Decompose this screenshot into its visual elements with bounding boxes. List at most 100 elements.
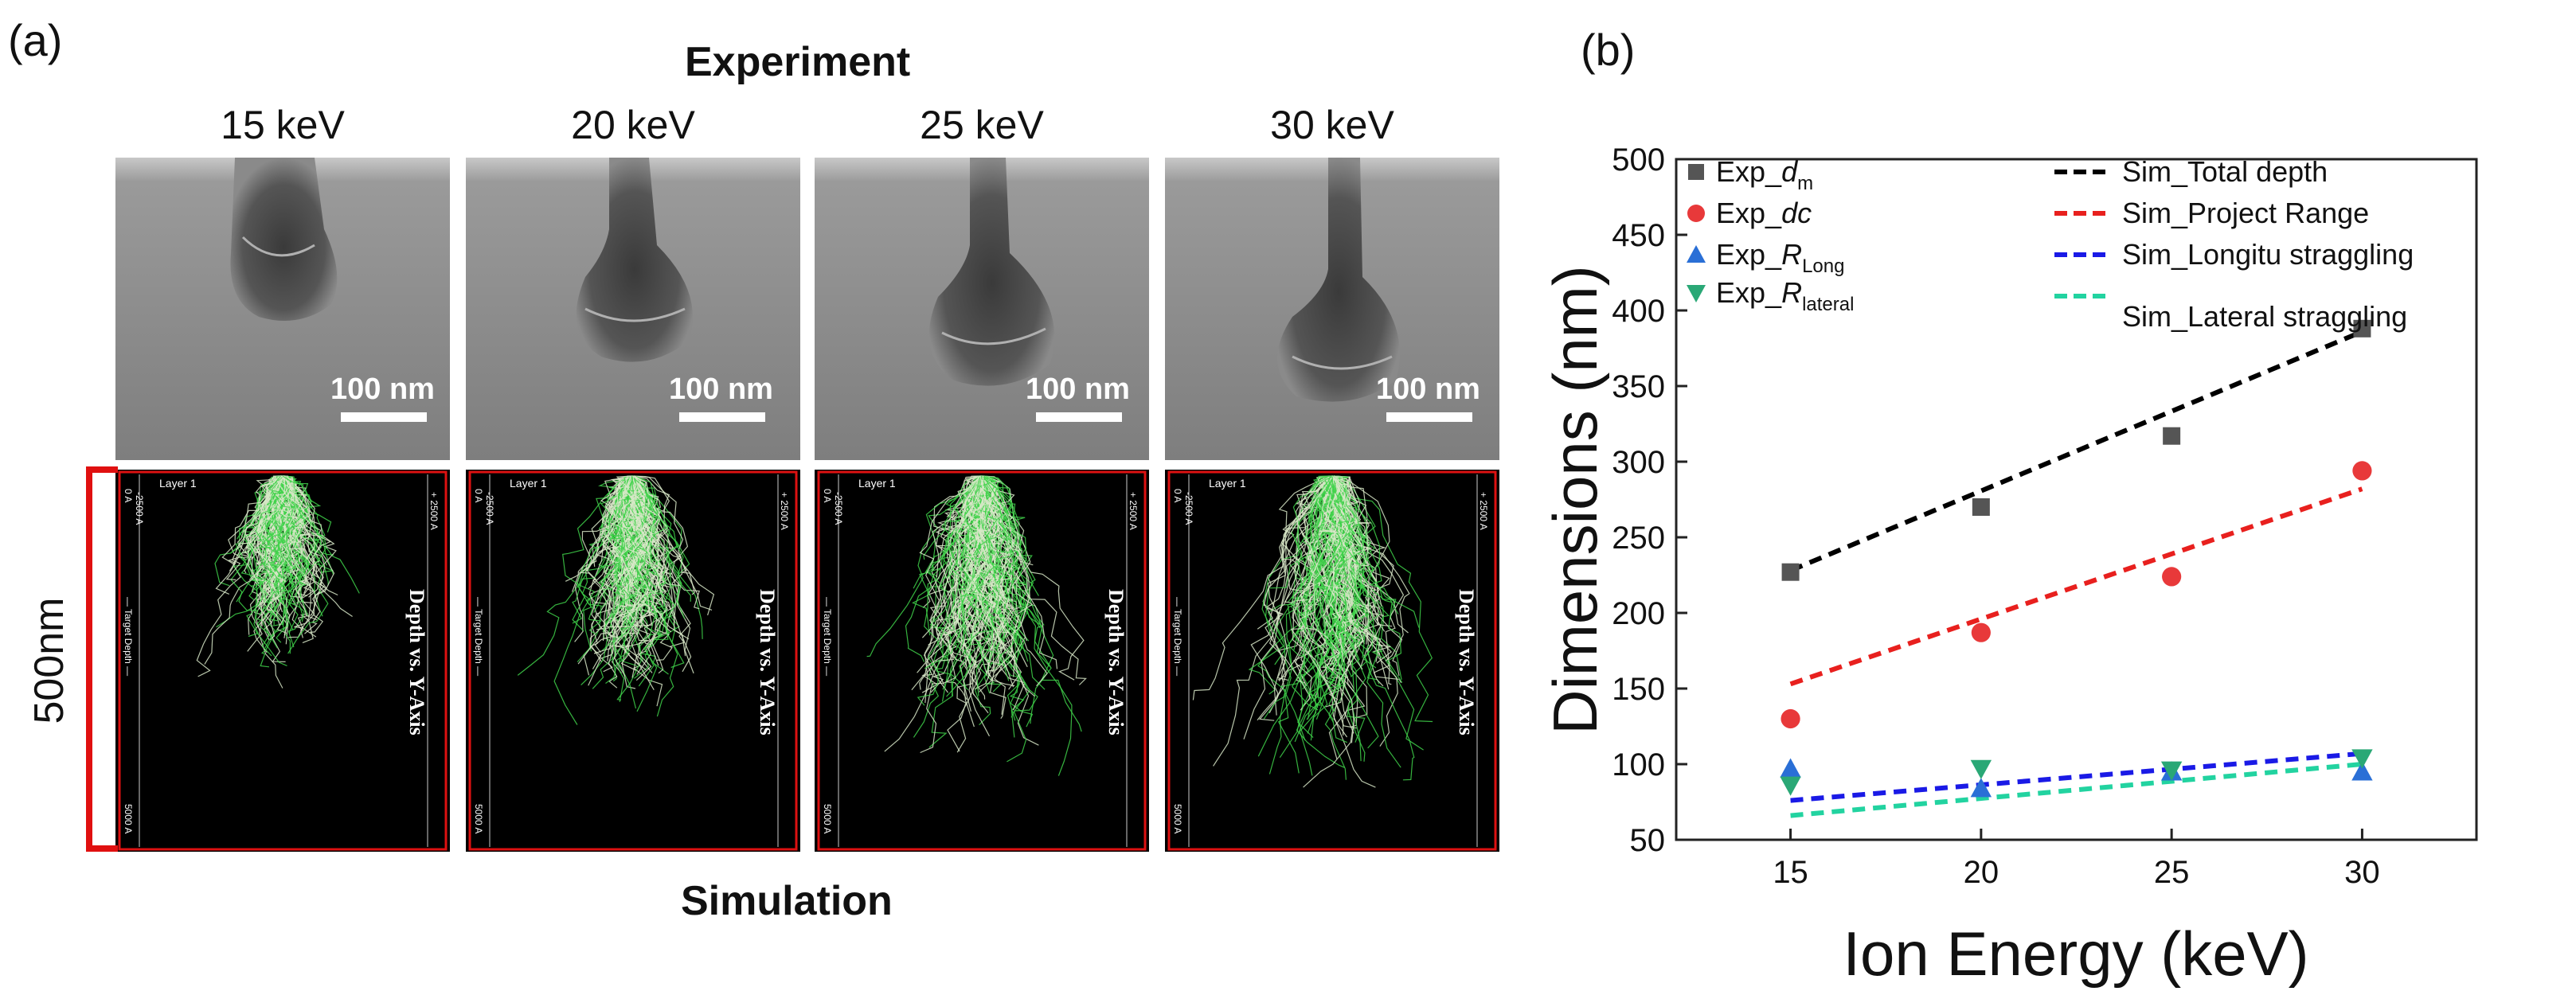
scale-label-20: 100 nm (669, 373, 773, 406)
sim-image-15kev: Layer 1 -2500 A + 2500 A 0 A 5000 A — Target … (115, 470, 450, 852)
sem-image-30kev: 100 nm (1165, 158, 1499, 460)
svg-text:+ 2500 A: + 2500 A (1478, 492, 1489, 530)
legend-label-sim-2: Sim_Longitu straggling (2122, 238, 2414, 271)
svg-text:-2500 A: -2500 A (484, 492, 495, 525)
svg-text:Depth vs. Y-Axis: Depth vs. Y-Axis (756, 589, 779, 736)
sem-image-20kev: 100 nm (466, 158, 800, 460)
y-tick-label: 200 (1612, 596, 1665, 631)
energy-label-20: 20 keV (571, 103, 695, 147)
svg-text:5000 A: 5000 A (123, 804, 134, 833)
scale-label-15: 100 nm (330, 373, 435, 406)
sim-line-sim-project-range (1789, 486, 2363, 687)
svg-text:Layer 1: Layer 1 (510, 477, 547, 490)
legend-label-exp-2: Exp_RLong (1716, 238, 1844, 277)
svg-text:-2500 A: -2500 A (833, 492, 844, 525)
data-point-series-1 (2352, 461, 2372, 481)
svg-text:+ 2500 A: + 2500 A (428, 492, 440, 530)
svg-text:Depth vs. Y-Axis: Depth vs. Y-Axis (1455, 589, 1478, 736)
scale-bar-15 (341, 412, 427, 422)
scale-label-30: 100 nm (1376, 373, 1480, 406)
sem-image-25kev: 100 nm (815, 158, 1149, 460)
legend-label-exp-1: Exp_dc (1716, 197, 1812, 229)
svg-text:5000 A: 5000 A (473, 804, 484, 833)
x-tick-label: 20 (1964, 855, 1999, 890)
sim-image-25kev: Layer 1 -2500 A + 2500 A 0 A 5000 A — Target … (815, 470, 1149, 852)
side-scale-bar (86, 470, 92, 849)
y-tick-label: 150 (1612, 672, 1665, 707)
y-axis-title: Dimensions (nm) (1540, 265, 1610, 734)
experiment-heading: Experiment (685, 39, 911, 85)
svg-text:Layer 1: Layer 1 (858, 477, 896, 490)
svg-text:-2500 A: -2500 A (1183, 492, 1194, 525)
svg-text:Depth vs. Y-Axis: Depth vs. Y-Axis (405, 589, 428, 736)
sem-image-15kev: 100 nm (115, 158, 450, 460)
data-point-series-0 (1781, 563, 1800, 581)
y-tick-label: 500 (1612, 142, 1665, 178)
scale-bar-30 (1386, 412, 1472, 422)
svg-text:— Target Depth —: — Target Depth — (1172, 597, 1183, 676)
svg-text:+ 2500 A: + 2500 A (1128, 492, 1139, 530)
legend-marker-0 (1688, 164, 1704, 180)
sim-line-sim-lateral-straggling (1790, 762, 2363, 818)
data-point-series-1 (1781, 708, 1800, 729)
sim-line-sim-total-depth (1789, 329, 2363, 573)
svg-text:5000 A: 5000 A (822, 804, 833, 833)
svg-text:-2500 A: -2500 A (134, 492, 145, 525)
legend-label-sim-0: Sim_Total depth (2122, 155, 2328, 188)
data-point-series-1 (2162, 567, 2182, 587)
scale-bar-20 (679, 412, 765, 422)
svg-text:— Target Depth —: — Target Depth — (822, 597, 833, 676)
chart-panel-b: 50 100 150 200 250 300 350 400 450 500 15 20 25 30 D… (1540, 142, 2478, 989)
x-tick-label: 25 (2154, 855, 2190, 890)
svg-text:0 A: 0 A (1172, 489, 1183, 502)
data-point-series-3 (1780, 776, 1801, 796)
x-tick-label: 15 (1773, 855, 1808, 890)
energy-label-25: 25 keV (920, 103, 1044, 147)
svg-text:0 A: 0 A (822, 489, 833, 502)
svg-text:— Target Depth —: — Target Depth — (473, 597, 484, 676)
x-tick-label: 30 (2344, 855, 2380, 890)
svg-text:5000 A: 5000 A (1172, 804, 1183, 833)
svg-text:0 A: 0 A (473, 489, 484, 502)
y-tick-label: 400 (1612, 294, 1665, 329)
panel-b-label: (b) (1581, 25, 1636, 75)
svg-text:Depth vs. Y-Axis: Depth vs. Y-Axis (1104, 589, 1128, 736)
y-tick-label: 350 (1612, 369, 1665, 404)
energy-label-15: 15 keV (221, 103, 345, 147)
data-point-series-3 (2351, 749, 2373, 769)
legend-label-exp-3: Exp_Rlateral (1716, 276, 1854, 315)
legend-label-sim-3: Sim_Lateral straggling (2122, 300, 2407, 333)
data-point-series-1 (1971, 622, 1991, 642)
legend-label-exp-0: Exp_dm (1716, 155, 1813, 194)
panel-a-label: (a) (8, 15, 63, 65)
side-scale-label: 500nm (26, 597, 72, 724)
data-point-series-2 (1970, 778, 1992, 798)
svg-text:+ 2500 A: + 2500 A (779, 492, 790, 530)
data-point-series-0 (1972, 498, 1990, 516)
data-point-series-0 (2353, 319, 2371, 338)
legend-label-sim-1: Sim_Project Range (2122, 197, 2369, 229)
data-point-series-3 (2160, 761, 2183, 781)
y-tick-label: 450 (1612, 218, 1665, 253)
svg-text:Layer 1: Layer 1 (1209, 477, 1246, 490)
data-point-series-2 (2351, 761, 2373, 781)
side-scale-cap-bottom (86, 845, 118, 852)
y-tick-label: 250 (1612, 521, 1665, 556)
side-scale-cap-top (86, 466, 118, 473)
scale-label-25: 100 nm (1026, 373, 1130, 406)
legend-marker-1 (1687, 205, 1705, 222)
sim-image-20kev: Layer 1 -2500 A + 2500 A 0 A 5000 A — Target … (466, 470, 800, 852)
data-point-series-2 (1780, 758, 1801, 778)
plot-frame (1675, 158, 2478, 841)
energy-label-30: 30 keV (1270, 103, 1394, 147)
data-point-series-0 (2163, 427, 2181, 445)
simulation-heading: Simulation (681, 878, 893, 924)
data-point-series-3 (1970, 759, 1992, 779)
svg-text:Layer 1: Layer 1 (159, 477, 197, 490)
y-tick-label: 300 (1612, 445, 1665, 480)
svg-text:0 A: 0 A (123, 489, 134, 502)
y-tick-label: 100 (1612, 747, 1665, 782)
legend-marker-3 (1687, 285, 1706, 302)
y-tick-label: 50 (1630, 823, 1666, 858)
sim-line-sim-longitu-straggling (1790, 751, 2363, 803)
